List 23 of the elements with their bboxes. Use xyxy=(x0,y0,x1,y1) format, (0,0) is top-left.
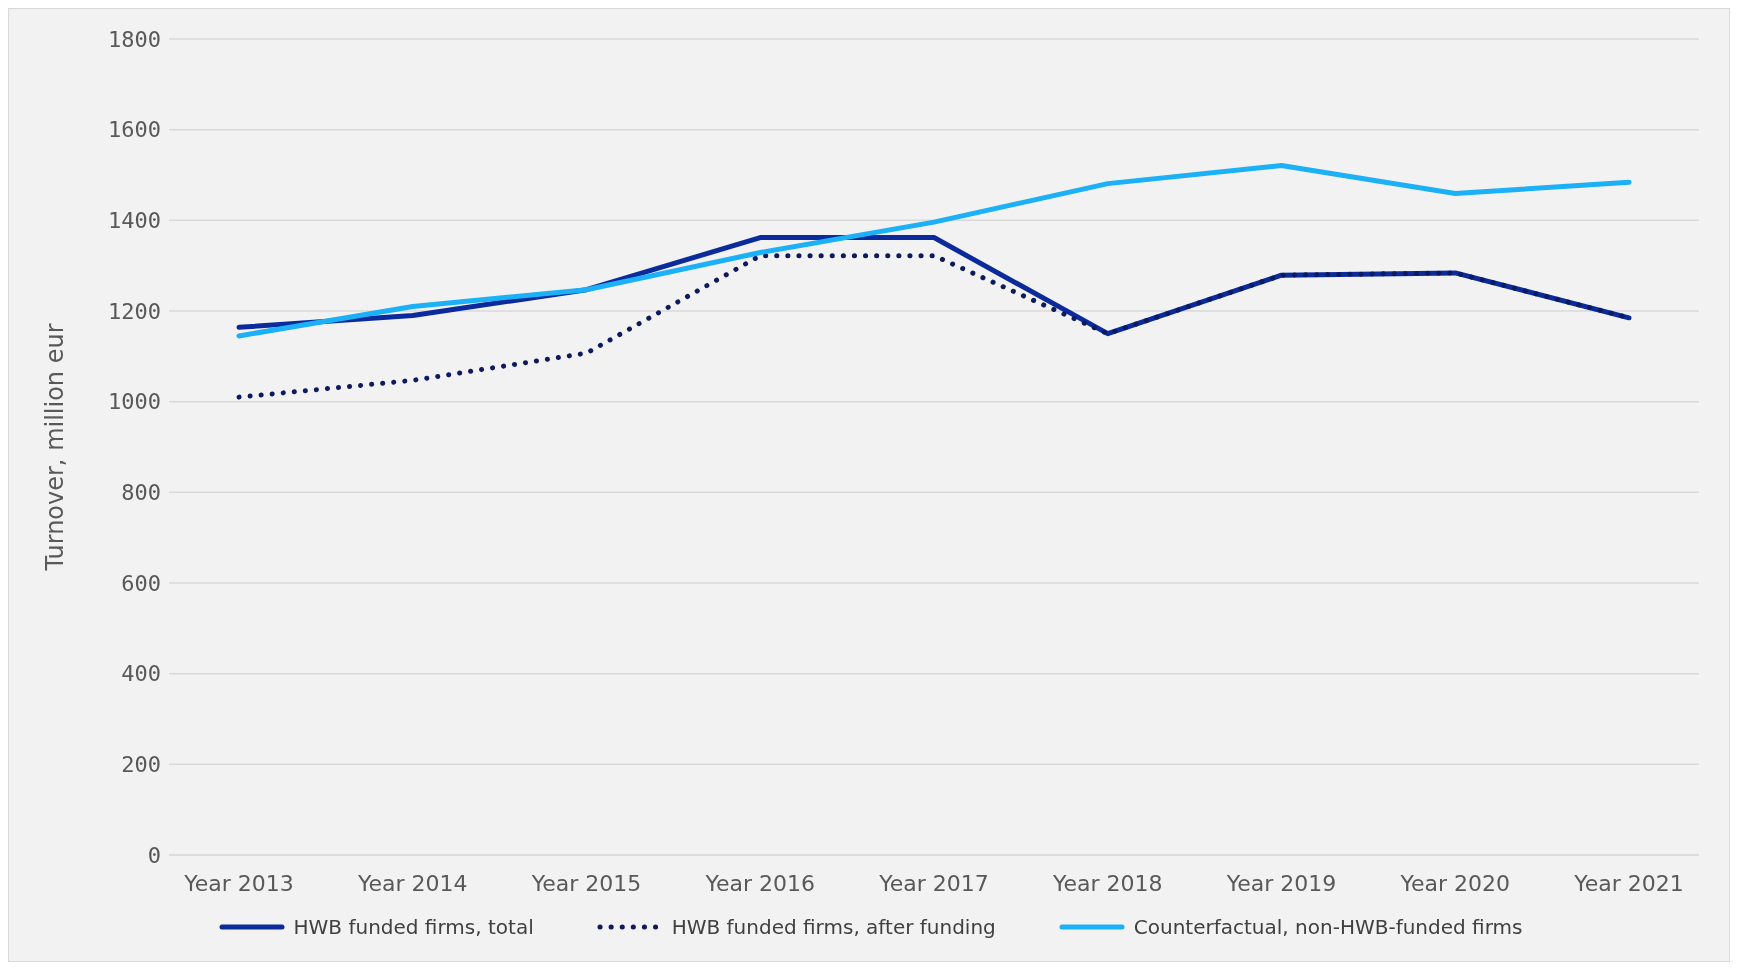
x-tick-label: Year 2018 xyxy=(1051,870,1163,896)
y-tick-label: 1000 xyxy=(108,389,161,415)
legend-label: HWB funded firms, total xyxy=(292,915,534,939)
x-tick-label: Year 2014 xyxy=(356,870,468,896)
y-tick-label: 600 xyxy=(121,570,161,596)
x-tick-label: Year 2021 xyxy=(1573,870,1684,896)
x-tick-label: Year 2017 xyxy=(878,870,989,896)
legend-label: HWB funded firms, after funding xyxy=(670,915,996,939)
legend-label: Counterfactual, non-HWB-funded firms xyxy=(1132,915,1523,939)
x-tick-label: Year 2013 xyxy=(183,870,294,896)
x-tick-label: Year 2015 xyxy=(530,870,642,896)
x-tick-label: Year 2020 xyxy=(1399,870,1511,896)
y-tick-label: 200 xyxy=(121,752,161,778)
y-tick-label: 1600 xyxy=(108,117,161,143)
y-tick-label: 800 xyxy=(121,480,161,506)
y-tick-label: 1400 xyxy=(108,208,161,234)
y-axis-title: Turnover, million eur xyxy=(40,323,69,572)
y-tick-label: 1800 xyxy=(108,26,161,52)
x-tick-label: Year 2016 xyxy=(704,870,816,896)
y-tick-label: 400 xyxy=(121,661,161,687)
x-tick-label: Year 2019 xyxy=(1225,870,1337,896)
y-tick-label: 1200 xyxy=(108,298,161,324)
y-tick-label: 0 xyxy=(147,842,161,868)
